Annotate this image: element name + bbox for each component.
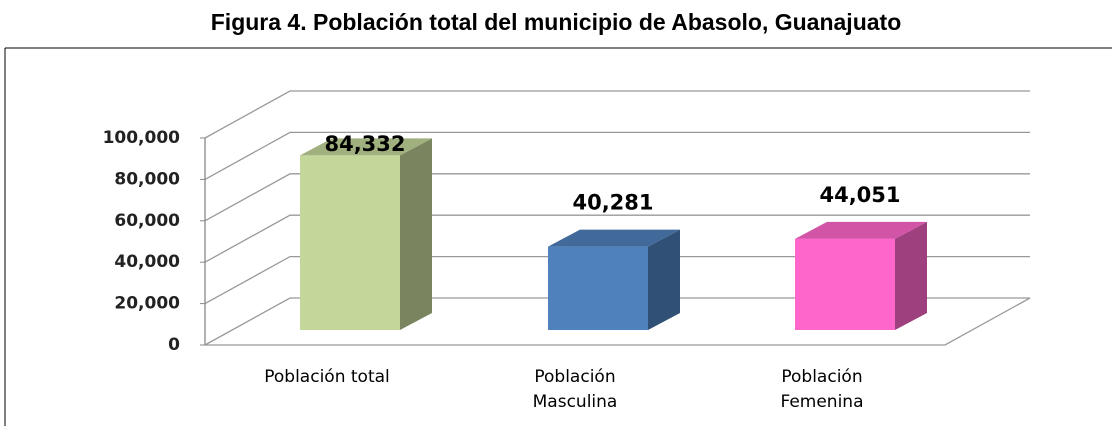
x-tick-label: Población Masculina <box>532 367 618 412</box>
floor-edge <box>205 297 1031 346</box>
grid-line <box>204 131 1030 180</box>
grid-line <box>204 297 1030 346</box>
bar <box>548 246 648 330</box>
y-tick-label: 80,000 <box>114 169 180 189</box>
x-tick-label: Población total <box>264 367 390 387</box>
bar-side <box>648 229 680 330</box>
grid-line <box>204 255 1030 305</box>
value-label: 84,332 <box>324 132 405 156</box>
y-tick-label: 40,000 <box>114 252 180 272</box>
y-tick-label: 100,000 <box>103 128 181 148</box>
chart-title: Figura 4. Población total del municipio … <box>211 9 902 35</box>
value-label: 40,281 <box>572 191 653 215</box>
y-tick-label: 20,000 <box>114 294 180 314</box>
y-tick-label: 0 <box>168 335 180 355</box>
bar <box>795 238 895 330</box>
bar-top <box>548 229 680 247</box>
bar-side <box>400 138 432 330</box>
value-label: 44,051 <box>819 183 900 207</box>
grid-line <box>204 214 1030 263</box>
bar-top <box>300 138 432 156</box>
grid-line <box>204 90 1030 139</box>
y-tick-label: 60,000 <box>114 211 180 231</box>
x-tick-label: Población Femenina <box>780 367 864 412</box>
bar <box>300 155 400 330</box>
bar-top <box>795 221 927 239</box>
grid-line <box>204 173 1030 222</box>
bar-side <box>895 221 927 330</box>
